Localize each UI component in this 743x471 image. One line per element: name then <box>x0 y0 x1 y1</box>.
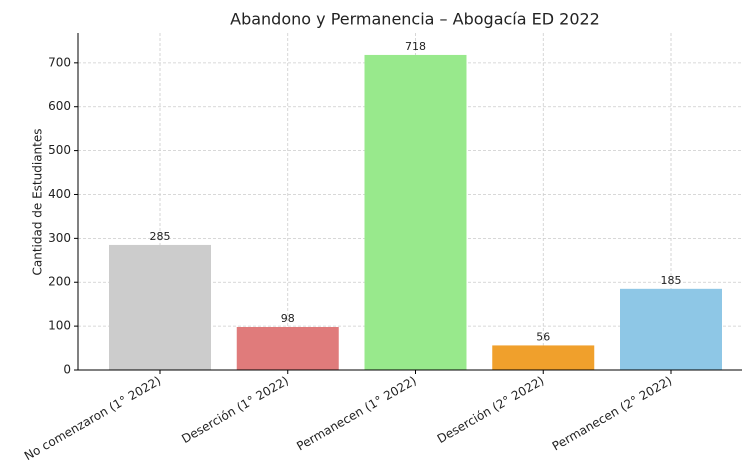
x-tick-label: Deserción (2° 2022) <box>435 374 547 447</box>
y-tick-label: 600 <box>48 99 71 113</box>
y-tick-label: 100 <box>48 319 71 333</box>
value-label: 56 <box>536 330 550 343</box>
bar <box>492 345 595 370</box>
y-tick-label: 300 <box>48 231 71 245</box>
y-tick-label: 200 <box>48 275 71 289</box>
bar <box>364 54 467 371</box>
y-tick-label: 500 <box>48 143 71 157</box>
x-tick-label: Permanecen (2° 2022) <box>550 374 675 454</box>
value-label: 98 <box>281 312 295 325</box>
x-tick-label: Permanecen (1° 2022) <box>294 374 419 454</box>
bar <box>620 288 722 370</box>
bar <box>109 244 211 370</box>
value-label: 185 <box>661 274 682 287</box>
y-tick-label: 400 <box>48 187 71 201</box>
chart-title: Abandono y Permanencia – Abogacía ED 202… <box>230 10 600 29</box>
y-tick-label: 0 <box>63 363 71 377</box>
x-tick-label: No comenzaron (1° 2022) <box>22 374 163 464</box>
x-tick-label: Deserción (1° 2022) <box>179 374 291 447</box>
value-label: 285 <box>150 230 171 243</box>
value-label: 718 <box>405 40 426 53</box>
bar <box>236 326 339 370</box>
y-axis-label: Cantidad de Estudiantes <box>31 129 45 276</box>
y-tick-label: 700 <box>48 55 71 69</box>
